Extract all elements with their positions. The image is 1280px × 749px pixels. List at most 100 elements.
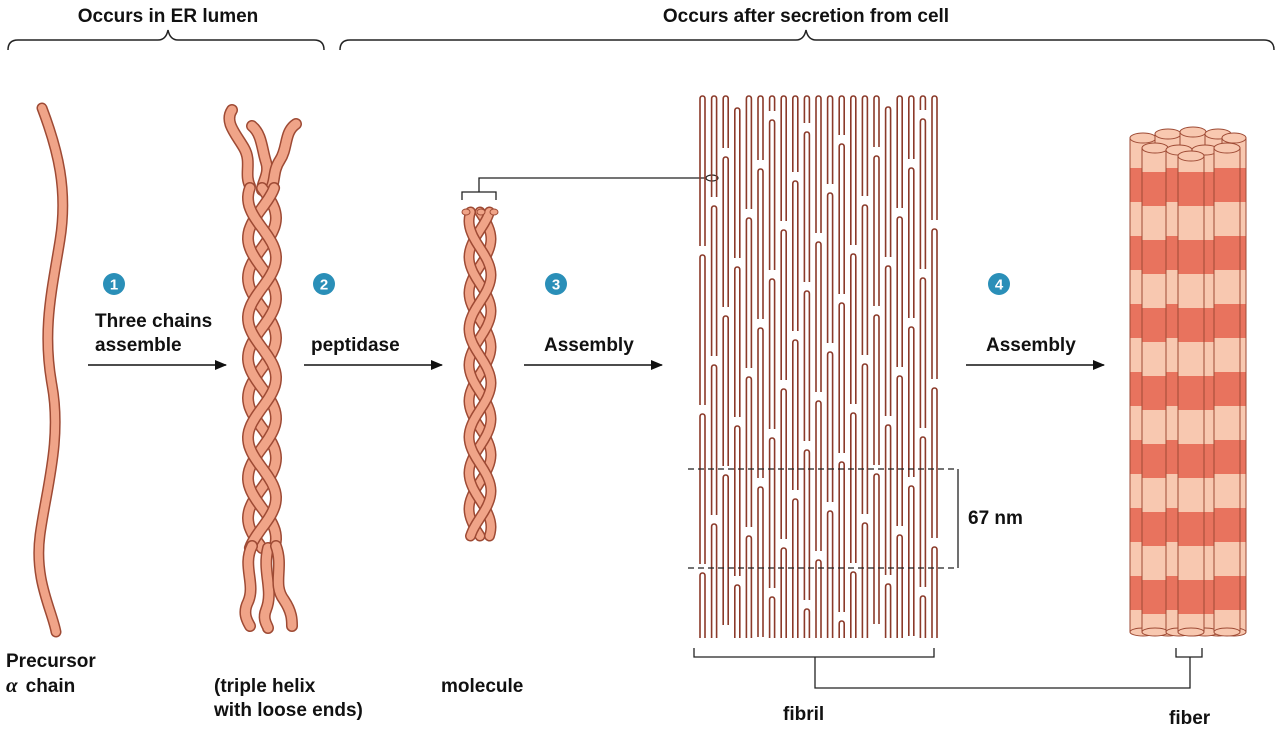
helix1-strand-1 <box>243 183 281 553</box>
helix1-strand-3 <box>243 183 281 553</box>
collagen-molecule <box>461 206 499 542</box>
fiber-band <box>1178 172 1204 206</box>
fibril-strand <box>850 253 857 404</box>
helix1-loose-bottom-c <box>271 541 297 631</box>
fibril-strand <box>873 314 880 465</box>
fibril-strand <box>734 425 741 576</box>
fibril-strand <box>757 168 764 319</box>
fibril-strand <box>803 95 811 123</box>
fibril-strand <box>815 241 822 392</box>
fiber-rod <box>1141 142 1169 637</box>
fibril-strand <box>861 204 869 355</box>
fiber-rod-top <box>1221 132 1247 144</box>
precursor-label-line1: Precursor <box>6 651 96 672</box>
fiber-band <box>1142 580 1168 614</box>
fiber-band <box>1178 376 1204 410</box>
fibril-strand <box>792 180 799 331</box>
fibril-strand <box>861 363 869 514</box>
fibril-strand <box>861 522 869 638</box>
fibril-strand <box>884 583 892 638</box>
fibril-strand <box>710 364 718 515</box>
fibril-strand <box>699 95 706 246</box>
fibril-strand <box>722 156 729 307</box>
fibril-strand <box>908 167 915 318</box>
step-4-badge <box>988 273 1010 295</box>
fibril-strand <box>931 387 938 538</box>
molecule-strand-1 <box>464 208 496 540</box>
fibril-strand <box>734 107 741 258</box>
fibril-strand <box>919 436 927 587</box>
fibril-strand <box>884 424 892 575</box>
fibril-strand <box>803 290 811 441</box>
fibril-strand <box>896 95 903 208</box>
helix1-strand-2 <box>243 183 281 553</box>
fiber-band <box>1142 172 1168 206</box>
fibril-strand <box>815 559 822 638</box>
fibril-strand <box>745 535 753 638</box>
fibril-strand <box>768 278 776 429</box>
fibril-strand <box>792 339 799 490</box>
step-4: 4 Assembly <box>966 273 1105 370</box>
header-er-lumen: Occurs in ER lumen <box>78 6 259 27</box>
fibril-strand <box>757 486 764 637</box>
fibril-strand <box>699 572 706 638</box>
step-1: 1 Three chains assemble <box>88 273 227 370</box>
fiber-rod-top <box>1177 150 1205 162</box>
fiber-rod-bottom <box>1141 627 1169 637</box>
step-1-label-line2: assemble <box>95 335 182 356</box>
fibril-strand <box>803 608 811 638</box>
fibril-strand <box>745 376 753 527</box>
step-1-label-line1: Three chains <box>95 311 212 332</box>
fiber-band <box>1214 304 1240 338</box>
fiber-label: fiber <box>1169 708 1211 729</box>
molecule-strand-3 <box>464 208 496 540</box>
fibril-strand <box>699 254 706 405</box>
helix1-loose-top-a <box>224 105 255 191</box>
fibril-strand <box>815 400 822 551</box>
alpha-symbol: α <box>6 673 18 697</box>
fibril-strand <box>896 534 903 638</box>
fiber-band <box>1178 308 1204 342</box>
step-4-number: 4 <box>995 277 1004 294</box>
fibril-strand <box>931 95 938 220</box>
step-1-badge <box>103 273 125 295</box>
fibril-strand <box>792 95 799 172</box>
step-3: 3 Assembly <box>524 273 663 370</box>
fibril-strand <box>745 217 753 368</box>
fiber-band <box>1178 512 1204 546</box>
step-2-label: peptidase <box>311 335 400 356</box>
fibril-strand <box>826 95 834 184</box>
fibril-strand <box>931 228 938 379</box>
header-after-secretion: Occurs after secretion from cell <box>663 6 949 27</box>
fibril-strand <box>710 95 718 197</box>
fibril-strand <box>908 326 915 477</box>
triple-helix-label-line2: with loose ends) <box>213 700 363 721</box>
fibril-strand <box>710 205 718 356</box>
fibril-strand <box>838 620 845 638</box>
fibril-strand <box>734 584 741 638</box>
precursor-label-chain: chain <box>26 676 76 697</box>
fibril-strand <box>780 229 787 380</box>
fibril-strand <box>838 143 845 294</box>
step-1-number: 1 <box>110 277 118 294</box>
fibril-strand <box>826 351 834 502</box>
fibril-strand <box>722 315 729 466</box>
fibril-strand <box>768 119 776 270</box>
fibril-strand <box>919 595 927 638</box>
fibril-strand <box>734 266 741 417</box>
fiber-band <box>1142 376 1168 410</box>
fibril-label: fibril <box>783 704 824 725</box>
fibril-strand <box>884 106 892 257</box>
molecule-end-c <box>489 208 499 216</box>
fibril-strand <box>873 155 880 306</box>
fiber-rod-bottom <box>1213 627 1241 637</box>
fiber-rod-bottom <box>1177 627 1205 637</box>
helix1-loose-bottom-a <box>240 541 257 631</box>
fibril-strand <box>757 327 764 478</box>
fibril-strand <box>722 95 729 148</box>
fibril-strand <box>838 461 845 612</box>
fiber-band <box>1214 372 1240 406</box>
fibril-strand <box>838 302 845 453</box>
molecule-end-a <box>461 208 471 216</box>
fibril-strand <box>826 510 834 638</box>
